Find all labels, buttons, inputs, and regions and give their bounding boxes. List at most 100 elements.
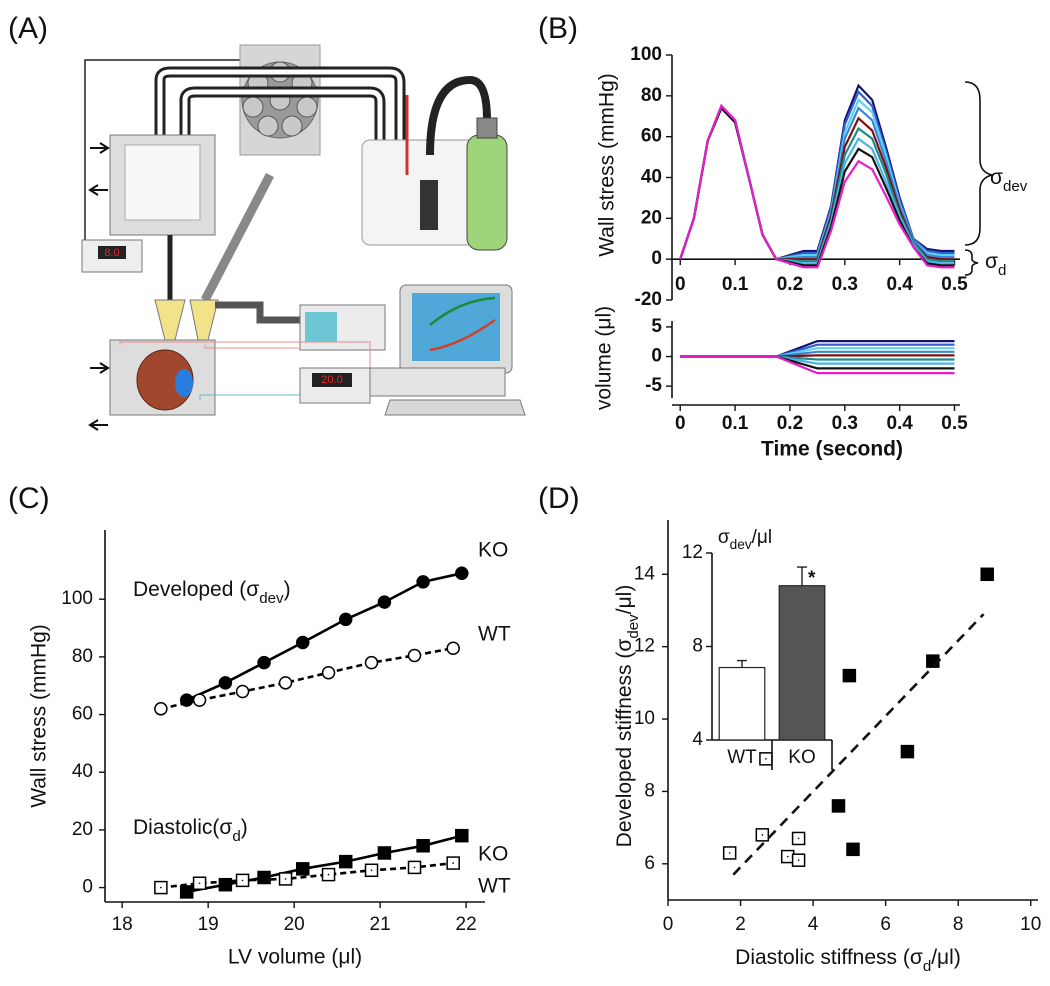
x-tick-label: 0 [675, 413, 686, 434]
y-tick-label: 14 [634, 563, 656, 584]
x-tick-label: 0.5 [941, 274, 968, 295]
panel-label: (D) [538, 482, 580, 515]
marker [377, 595, 392, 609]
screen-curve [429, 318, 496, 352]
marker [235, 684, 250, 699]
display [98, 246, 126, 259]
reservoir-inner [124, 144, 201, 221]
subscript: d [998, 262, 1006, 279]
y-axis-label: Wall stress (mmHg) [596, 73, 619, 257]
y-tick-label: 100 [61, 588, 93, 609]
keyboard [384, 399, 526, 416]
marker-dot [728, 852, 731, 854]
y-tick-label: 4 [692, 729, 703, 750]
panel-label: (B) [538, 12, 578, 45]
marker [455, 828, 469, 843]
x-tick-label: 0.5 [941, 413, 968, 434]
marker [980, 567, 994, 582]
marker [257, 655, 271, 670]
marker [295, 862, 310, 876]
arrows [88, 362, 110, 431]
y-tick-label: 6 [644, 853, 655, 874]
marker-dot [327, 873, 330, 876]
marker [377, 846, 392, 860]
y-tick-label: 10 [634, 708, 655, 729]
subscript: dev [730, 537, 752, 552]
text-part: /μl) [931, 946, 961, 969]
x-tick-label: 10 [1020, 914, 1041, 935]
x-tick-label: WT [727, 747, 757, 768]
x-tick-label: 20 [284, 914, 305, 935]
marker-dot [241, 879, 244, 882]
x-tick-label: 0.3 [832, 413, 858, 434]
x-tick-label: KO [788, 747, 815, 768]
series-line [679, 103, 955, 269]
balloon [175, 369, 193, 397]
x-tick-label: 0.1 [722, 274, 749, 295]
annotation: Diastolic(σd) [133, 816, 248, 845]
series-line [186, 572, 463, 702]
x-tick-label: 0 [663, 914, 674, 935]
marker [338, 854, 353, 869]
y-tick-label: -20 [635, 289, 662, 310]
annotation: σdev [990, 166, 1028, 195]
x-tick-label: 18 [112, 914, 133, 935]
fit-line [732, 613, 985, 876]
y-tick-label: 80 [641, 85, 662, 106]
wire [84, 59, 240, 250]
bar [778, 585, 826, 741]
y-tick-label: 0 [651, 346, 662, 367]
marker [416, 575, 430, 589]
y-tick-label: 12 [682, 542, 703, 563]
x-tick-label: 0.1 [722, 413, 749, 434]
y-axis-label: volume (μl) [593, 306, 616, 410]
y-tick-label: 80 [72, 646, 93, 667]
heart [136, 349, 194, 411]
display-text: 20.0 [321, 374, 342, 386]
computer [369, 367, 506, 397]
marker [179, 885, 194, 899]
text-part: σ [985, 250, 998, 273]
marker-dot [198, 882, 201, 885]
marker-dot [797, 837, 800, 840]
x-tick-label: 0.4 [886, 274, 913, 295]
text-part: ) [241, 816, 248, 839]
x-axis-label: LV volume (μl) [228, 946, 362, 969]
series-label: KO [478, 539, 508, 562]
series-line [679, 83, 955, 261]
tube [182, 89, 383, 210]
subscript: dev [259, 590, 284, 607]
y-tick-label: 0 [651, 248, 662, 269]
marker [416, 839, 430, 853]
needle-hub [189, 299, 219, 341]
y-tick-label: 5 [651, 316, 662, 337]
text-part: σ [718, 527, 730, 548]
y-axis-label: Wall stress (mmHg) [28, 624, 51, 808]
electrode-wire [199, 394, 300, 400]
text-part: /μl [752, 527, 772, 548]
text-part: σ [990, 166, 1003, 189]
series-label: WT [478, 623, 511, 646]
y-tick-label: 40 [641, 167, 662, 188]
marker [842, 668, 857, 683]
annotation: σd [985, 250, 1006, 279]
tube [157, 69, 403, 210]
x-tick-label: 22 [456, 914, 477, 935]
marker-dot [370, 869, 373, 872]
y-tick-label: 8 [644, 780, 655, 801]
series-line [680, 355, 955, 375]
series-line [680, 355, 955, 370]
y-tick-label: 40 [72, 761, 93, 782]
marker [218, 676, 233, 690]
marker [192, 693, 207, 707]
marker [338, 612, 353, 627]
x-tick-label: 6 [880, 914, 891, 935]
marker [257, 870, 271, 885]
apparatus-diagram: 8.0 20.0 [81, 44, 526, 431]
chart-title: σdev/μl [718, 527, 772, 552]
marker-dot [761, 834, 764, 836]
y-tick-label: 60 [72, 704, 93, 725]
marker [154, 702, 168, 716]
subscript: d [923, 958, 931, 975]
